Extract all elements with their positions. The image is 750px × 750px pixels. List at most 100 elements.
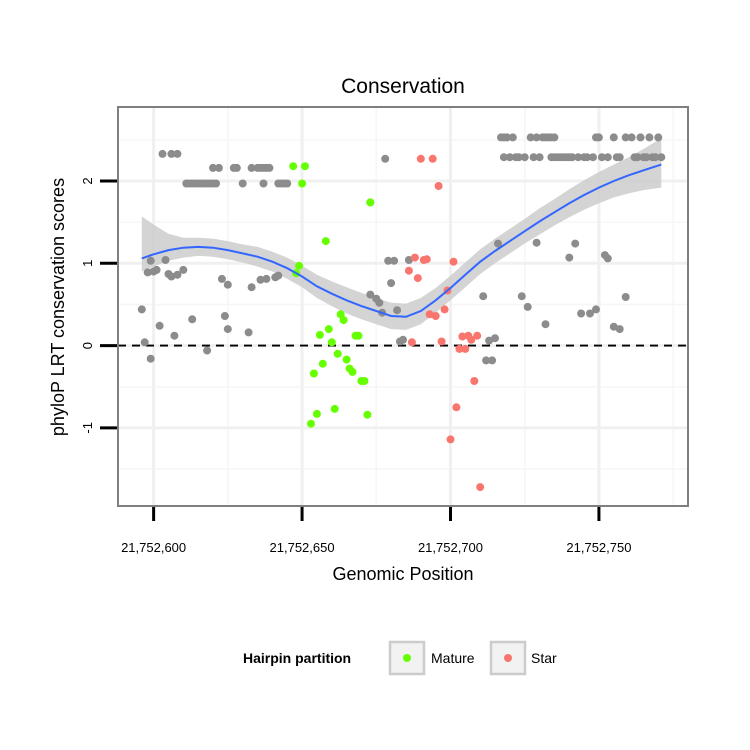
legend-key-mature-dot bbox=[403, 654, 411, 662]
point-other bbox=[577, 309, 586, 318]
point-other bbox=[404, 256, 413, 264]
point-other bbox=[586, 309, 594, 318]
point-other bbox=[262, 274, 271, 283]
point-other bbox=[399, 335, 407, 344]
point-mature bbox=[318, 359, 327, 368]
point-other bbox=[597, 153, 606, 162]
point-star bbox=[446, 435, 455, 444]
point-other bbox=[615, 325, 624, 334]
point-other bbox=[247, 283, 256, 292]
point-star bbox=[449, 257, 458, 266]
point-other bbox=[514, 153, 523, 162]
point-other bbox=[482, 356, 491, 365]
point-mature bbox=[342, 355, 351, 364]
point-other bbox=[529, 153, 538, 162]
point-other bbox=[167, 272, 176, 281]
point-mature bbox=[312, 409, 321, 418]
point-other bbox=[565, 253, 574, 262]
point-star bbox=[413, 274, 422, 283]
point-mature bbox=[309, 369, 318, 378]
y-axis-label: phyloP LRT conservation scores bbox=[48, 178, 68, 436]
point-star bbox=[431, 312, 440, 320]
point-other bbox=[217, 274, 226, 283]
point-mature bbox=[348, 367, 357, 376]
point-other bbox=[532, 133, 541, 142]
point-mature bbox=[363, 410, 372, 419]
point-other bbox=[238, 179, 247, 188]
point-other bbox=[571, 239, 580, 248]
point-star bbox=[437, 337, 446, 346]
point-other bbox=[188, 315, 197, 324]
legend-label-mature: Mature bbox=[431, 650, 475, 666]
point-other bbox=[621, 293, 630, 301]
point-other bbox=[494, 239, 502, 248]
point-other bbox=[508, 133, 517, 142]
point-other bbox=[636, 133, 645, 142]
x-tick-label: 21,752,700 bbox=[418, 540, 483, 555]
point-star bbox=[410, 253, 419, 262]
point-star bbox=[440, 305, 449, 314]
point-mature bbox=[315, 330, 324, 339]
point-mature bbox=[307, 419, 315, 428]
point-star bbox=[455, 344, 464, 353]
point-mature bbox=[321, 237, 330, 246]
point-other bbox=[179, 265, 188, 274]
point-other bbox=[523, 302, 532, 311]
point-star bbox=[473, 331, 482, 340]
point-other bbox=[517, 292, 526, 301]
point-star bbox=[422, 255, 431, 264]
point-other bbox=[173, 149, 182, 158]
legend-key-star-box bbox=[489, 640, 527, 676]
point-other bbox=[170, 331, 179, 340]
x-axis-label: Genomic Position bbox=[332, 564, 473, 584]
x-tick-label: 21,752,600 bbox=[121, 540, 186, 555]
point-other bbox=[223, 280, 232, 289]
point-other bbox=[583, 153, 592, 162]
point-mature bbox=[339, 316, 348, 325]
x-tick-label: 21,752,650 bbox=[270, 540, 335, 555]
point-other bbox=[594, 133, 603, 142]
point-other bbox=[651, 153, 660, 162]
x-tick-label: 21,752,750 bbox=[566, 540, 631, 555]
point-mature bbox=[289, 162, 298, 171]
point-other bbox=[214, 163, 223, 172]
point-other bbox=[603, 254, 612, 263]
point-other bbox=[535, 153, 544, 162]
point-star bbox=[407, 338, 416, 347]
point-mature bbox=[330, 404, 339, 413]
point-mature bbox=[324, 325, 333, 334]
y-tick-label: 1 bbox=[80, 260, 95, 267]
point-other bbox=[520, 153, 529, 162]
legend-title: Hairpin partition bbox=[243, 650, 351, 666]
point-other bbox=[283, 179, 292, 188]
point-other bbox=[541, 320, 550, 329]
point-other bbox=[645, 133, 654, 142]
legend-label-star: Star bbox=[531, 650, 557, 666]
point-other bbox=[627, 133, 636, 142]
point-other bbox=[642, 153, 651, 162]
point-other bbox=[212, 179, 220, 188]
point-other bbox=[384, 256, 393, 265]
point-mature bbox=[327, 338, 336, 347]
point-other bbox=[603, 153, 612, 162]
point-other bbox=[589, 153, 597, 162]
point-other bbox=[615, 153, 624, 162]
point-other bbox=[657, 153, 666, 162]
point-other bbox=[491, 334, 499, 343]
y-axis: -1 0 1 2 bbox=[80, 177, 117, 434]
point-star bbox=[434, 182, 443, 190]
point-other bbox=[244, 328, 253, 337]
point-other bbox=[633, 153, 642, 162]
point-star bbox=[425, 310, 434, 319]
point-other bbox=[568, 153, 577, 162]
legend: Hairpin partition Mature Star bbox=[243, 640, 557, 676]
point-other bbox=[532, 238, 541, 247]
point-other bbox=[505, 153, 514, 162]
point-star bbox=[470, 377, 479, 385]
point-other bbox=[173, 270, 182, 279]
point-mature bbox=[354, 331, 363, 340]
point-star bbox=[476, 483, 485, 492]
panel-border bbox=[117, 106, 689, 507]
point-other bbox=[223, 325, 232, 334]
